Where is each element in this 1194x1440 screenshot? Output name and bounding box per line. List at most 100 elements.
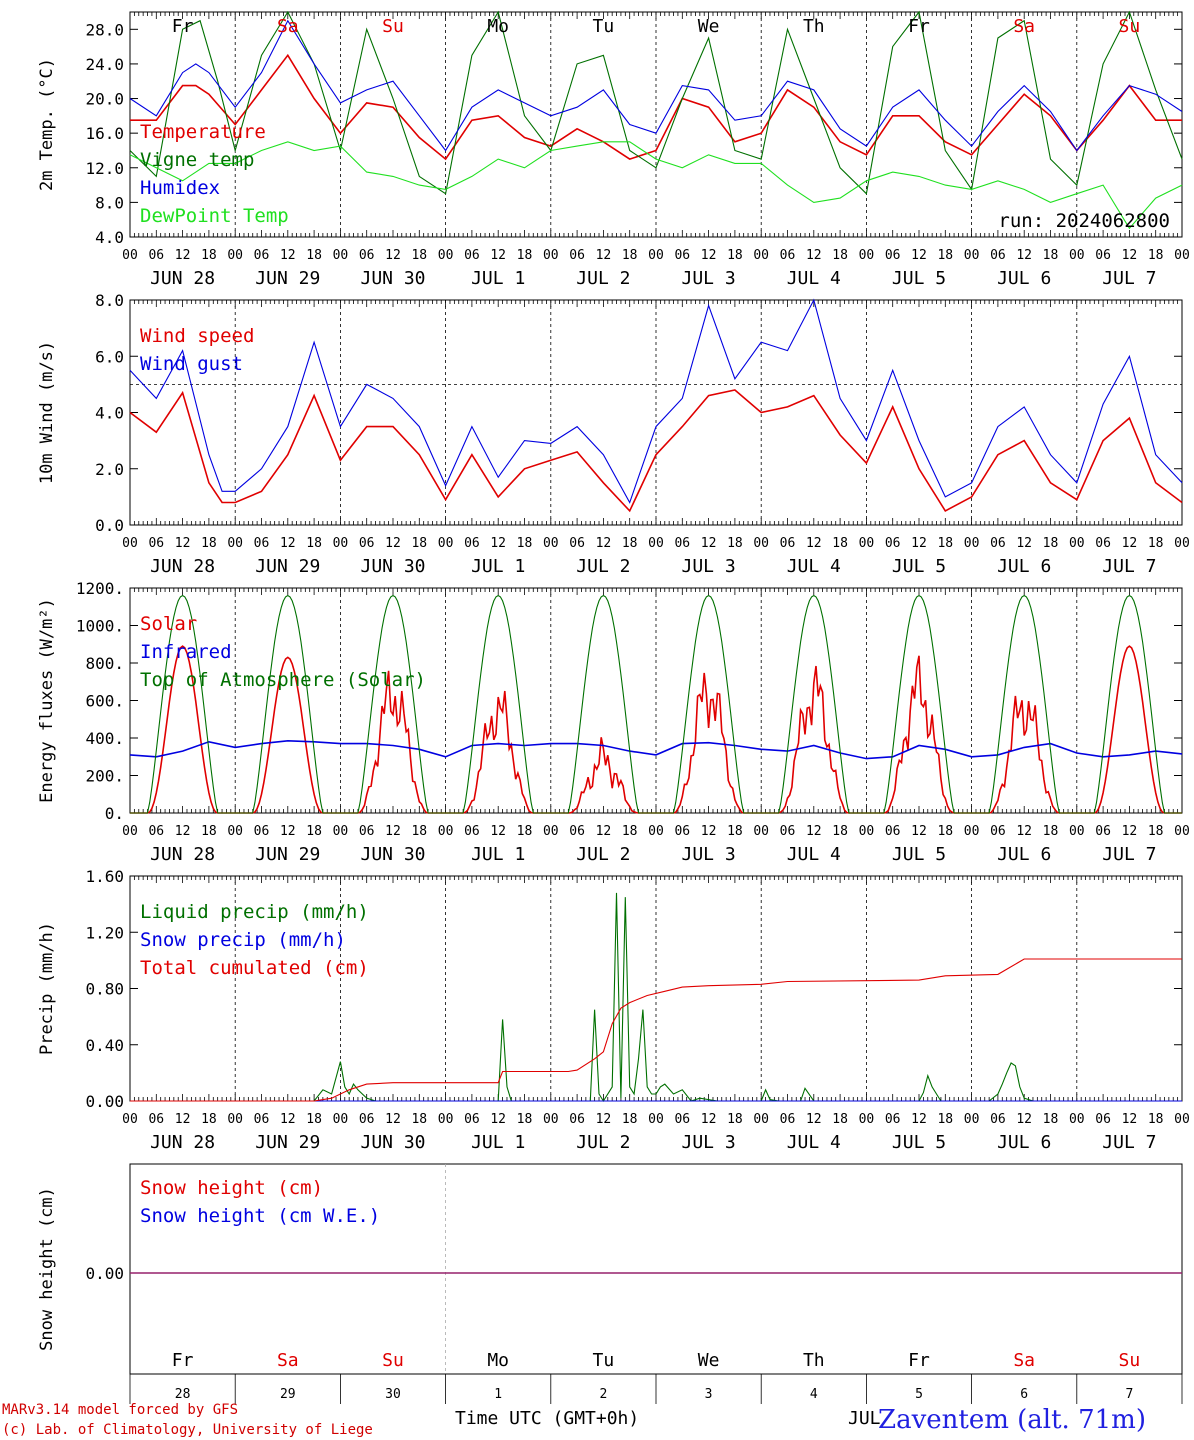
hour-tick-label: 06 — [148, 248, 164, 263]
y-tick-label: 16.0 — [85, 124, 124, 143]
hour-tick-label: 12 — [385, 248, 401, 263]
date-label: JUN 28 — [150, 1132, 215, 1153]
hour-tick-label: 00 — [227, 1112, 243, 1127]
y-tick-label: 1.60 — [85, 867, 124, 886]
hour-tick-label: 06 — [885, 536, 901, 551]
day-name-label: Tu — [593, 1350, 615, 1371]
hour-tick-label: 18 — [1148, 536, 1164, 551]
hour-tick-label: 06 — [674, 248, 690, 263]
day-number-label: 28 — [175, 1387, 191, 1402]
hour-tick-label: 00 — [1174, 536, 1190, 551]
day-number-label: 7 — [1125, 1387, 1133, 1402]
series-line-top-of-atmosphere-solar- — [130, 594, 1182, 814]
hour-tick-label: 18 — [937, 248, 953, 263]
day-name-label: Fr — [908, 16, 930, 37]
y-tick-label: 20.0 — [85, 90, 124, 109]
series-line-vigne-temp — [129, 10, 1183, 195]
hour-tick-label: 00 — [333, 536, 349, 551]
hour-tick-label: 18 — [201, 824, 217, 839]
hour-tick-label: 00 — [543, 248, 559, 263]
date-label: JUN 30 — [360, 268, 425, 289]
hour-tick-label: 12 — [175, 824, 191, 839]
hour-tick-label: 00 — [438, 248, 454, 263]
hour-tick-label: 06 — [780, 248, 796, 263]
date-label: JUL 4 — [787, 844, 841, 865]
hour-tick-label: 00 — [438, 1112, 454, 1127]
hour-tick-label: 12 — [701, 536, 717, 551]
hour-tick-label: 06 — [1095, 536, 1111, 551]
hour-tick-label: 12 — [806, 824, 822, 839]
date-label: JUL 3 — [682, 1132, 736, 1153]
hour-tick-label: 18 — [201, 536, 217, 551]
hour-tick-label: 12 — [1122, 248, 1138, 263]
date-label: JUL 3 — [682, 844, 736, 865]
hour-tick-label: 18 — [622, 536, 638, 551]
hour-tick-label: 12 — [1016, 248, 1032, 263]
date-label: JUN 28 — [150, 844, 215, 865]
hour-tick-label: 06 — [569, 248, 585, 263]
date-label: JUL 6 — [997, 268, 1051, 289]
day-name-label: Su — [382, 1350, 404, 1371]
y-tick-label: 0.0 — [95, 516, 124, 535]
day-name-label: Su — [382, 16, 404, 37]
hour-tick-label: 00 — [122, 536, 138, 551]
hour-tick-label: 12 — [596, 1112, 612, 1127]
hour-tick-label: 12 — [385, 536, 401, 551]
hour-tick-label: 18 — [937, 824, 953, 839]
run-label: run: 2024062800 — [998, 210, 1170, 232]
date-label: JUN 29 — [255, 844, 320, 865]
hour-tick-label: 00 — [859, 1112, 875, 1127]
plot-frame — [129, 299, 1183, 526]
hour-tick-label: 18 — [517, 248, 533, 263]
hour-tick-label: 18 — [517, 536, 533, 551]
hour-tick-label: 12 — [806, 1112, 822, 1127]
date-label: JUL 7 — [1102, 1132, 1156, 1153]
y-axis-label: 10m Wind (m/s) — [37, 341, 57, 484]
hour-tick-label: 06 — [569, 1112, 585, 1127]
hour-tick-label: 18 — [306, 1112, 322, 1127]
hour-tick-label: 00 — [1069, 1112, 1085, 1127]
hour-tick-label: 00 — [753, 1112, 769, 1127]
day-name-label: Sa — [1013, 16, 1035, 37]
hour-tick-label: 00 — [859, 248, 875, 263]
hour-tick-label: 06 — [1095, 824, 1111, 839]
hour-tick-label: 00 — [438, 824, 454, 839]
date-label: JUN 28 — [150, 556, 215, 577]
legend-entry: Solar — [140, 613, 197, 635]
hour-tick-label: 06 — [674, 536, 690, 551]
hour-tick-label: 00 — [227, 248, 243, 263]
hour-tick-label: 12 — [490, 1112, 506, 1127]
hour-tick-label: 18 — [201, 248, 217, 263]
hour-tick-label: 12 — [280, 1112, 296, 1127]
hour-tick-label: 06 — [885, 248, 901, 263]
hour-tick-label: 12 — [596, 248, 612, 263]
hour-tick-label: 12 — [806, 248, 822, 263]
plot-frame — [129, 587, 1183, 814]
hour-tick-label: 12 — [806, 536, 822, 551]
hour-tick-label: 12 — [280, 248, 296, 263]
date-label: JUL 5 — [892, 1132, 946, 1153]
panels: 4.08.012.016.020.024.028.02m Temp. (°C) T… — [37, 10, 1190, 1404]
hour-tick-label: 12 — [175, 248, 191, 263]
hour-tick-label: 06 — [359, 536, 375, 551]
panel-wind: 0.0 2.0 4.0 6.0 8.0 10m Wind (m/s) Wind speed W… — [37, 291, 1190, 577]
day-name-label: Fr — [172, 1350, 194, 1371]
day-name-label: Sa — [277, 1350, 299, 1371]
y-tick-label: 4.0 — [95, 228, 124, 247]
hour-tick-label: 18 — [832, 824, 848, 839]
legend-entry: Snow height (cm W.E.) — [140, 1205, 380, 1227]
hour-tick-label: 12 — [1122, 824, 1138, 839]
hour-tick-label: 18 — [306, 536, 322, 551]
legend-entry: Wind speed — [140, 325, 254, 347]
hour-tick-label: 06 — [885, 824, 901, 839]
series-line-humidex — [129, 19, 1183, 152]
hour-tick-label: 18 — [727, 248, 743, 263]
date-label: JUN 30 — [360, 556, 425, 577]
credit-line-1: MARv3.14 model forced by GFS — [2, 1402, 238, 1418]
hour-tick-label: 00 — [964, 824, 980, 839]
hour-tick-label: 12 — [385, 824, 401, 839]
y-tick-label: 0. — [105, 804, 124, 823]
hour-tick-label: 06 — [885, 1112, 901, 1127]
y-tick-label: 8.0 — [95, 193, 124, 212]
date-label: JUL 6 — [997, 844, 1051, 865]
